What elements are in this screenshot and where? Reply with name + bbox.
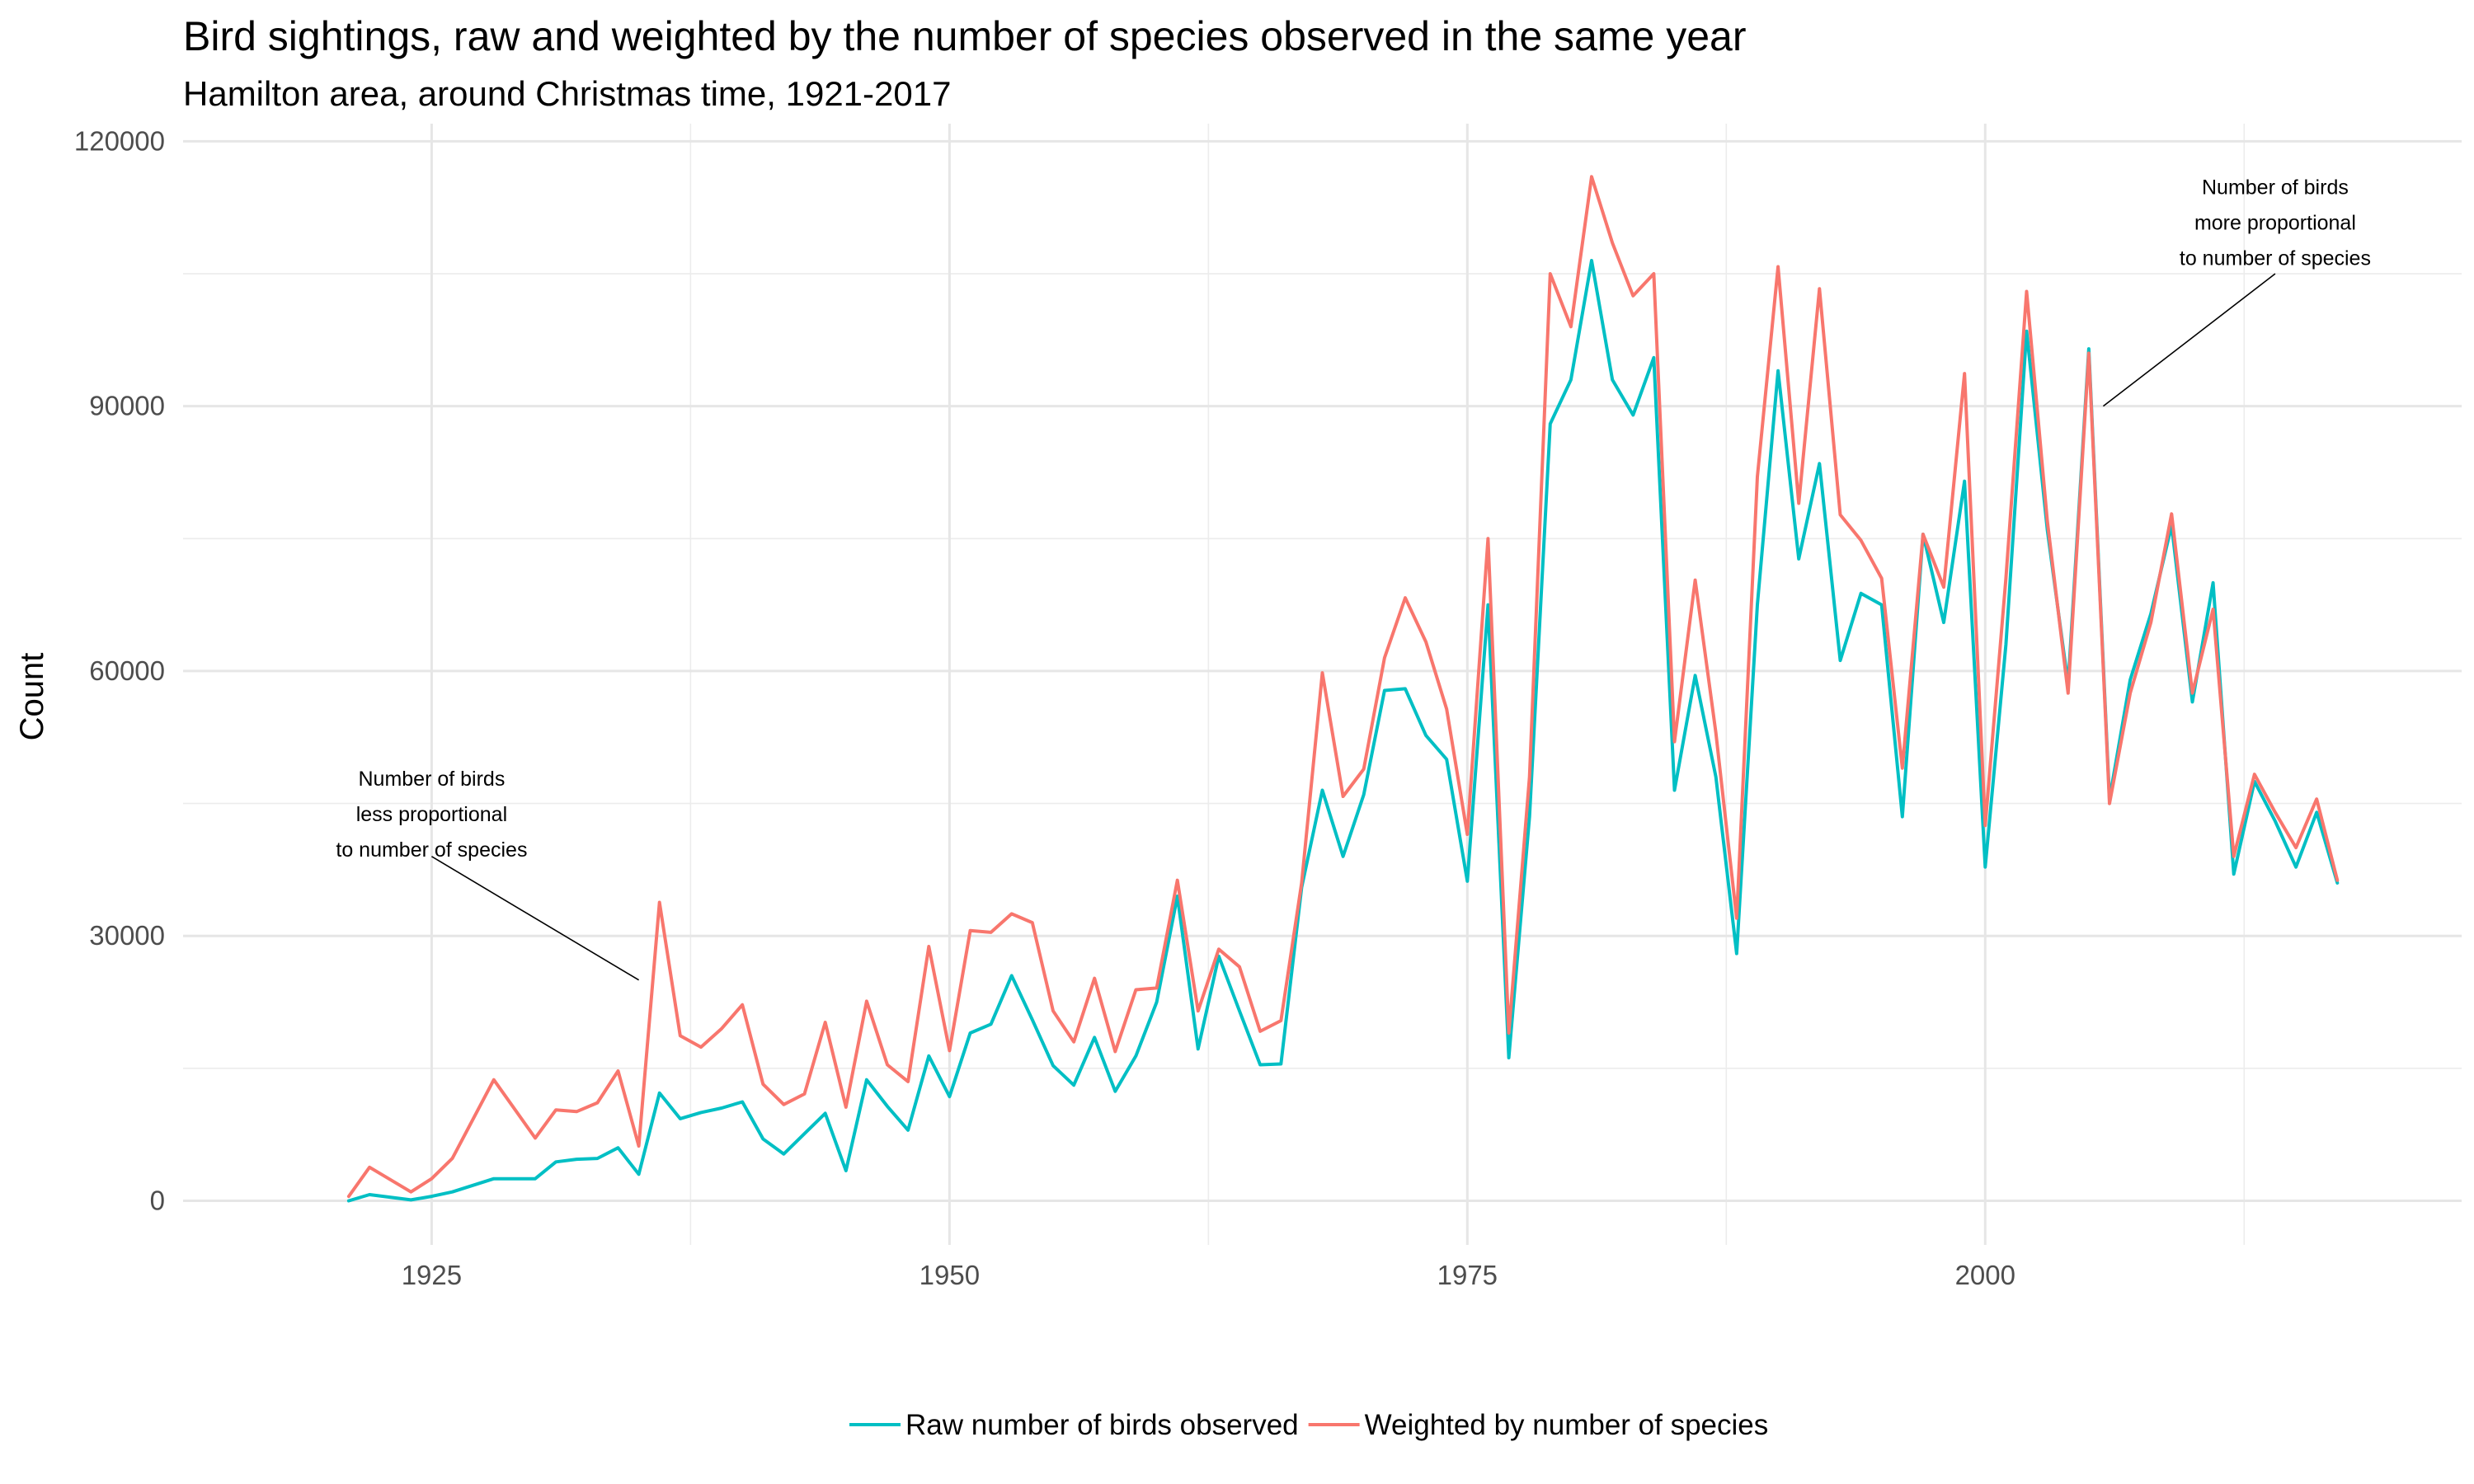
legend: Raw number of birds observed Weighted by … bbox=[849, 1409, 1768, 1441]
x-tick-label-0: 1925 bbox=[402, 1260, 462, 1290]
chart-subtitle: Hamilton area, around Christmas time, 19… bbox=[183, 74, 951, 113]
series-line-1 bbox=[346, 175, 2340, 1199]
annotation-0-pointer bbox=[431, 856, 640, 981]
y-axis-label: Count bbox=[14, 653, 50, 741]
x-tick-label-1: 1950 bbox=[920, 1260, 980, 1290]
y-tick-label-3: 90000 bbox=[89, 391, 165, 421]
grid bbox=[183, 124, 2462, 1245]
x-tick-label-2: 1975 bbox=[1437, 1260, 1498, 1290]
annotation-0-line-0: Number of birds bbox=[358, 768, 505, 791]
chart-title: Bird sightings, raw and weighted by the … bbox=[183, 13, 1746, 59]
series-group bbox=[346, 175, 2340, 1203]
y-axis: 0 30000 60000 90000 120000 bbox=[74, 125, 165, 1215]
annotation-1-line-1: more proportional bbox=[2194, 212, 2356, 235]
y-tick-label-0: 0 bbox=[150, 1185, 165, 1215]
y-tick-label-1: 30000 bbox=[89, 920, 165, 951]
annotation-0-line-1: less proportional bbox=[356, 803, 507, 826]
x-tick-label-3: 2000 bbox=[1955, 1260, 2015, 1290]
annotation-1-line-0: Number of birds bbox=[2202, 176, 2349, 200]
legend-label-1: Weighted by number of species bbox=[1365, 1409, 1769, 1441]
annotation-1-pointer bbox=[2102, 273, 2276, 407]
annotation-0-line-2: to number of species bbox=[336, 838, 527, 862]
annotations: Number of birds less proportional to numbe… bbox=[336, 176, 2371, 981]
annotation-1-line-2: to number of species bbox=[2180, 247, 2371, 270]
legend-label-0: Raw number of birds observed bbox=[905, 1409, 1299, 1441]
y-tick-label-2: 60000 bbox=[89, 655, 165, 686]
x-axis: 1925 1950 1975 2000 bbox=[402, 1260, 2015, 1290]
y-tick-label-4: 120000 bbox=[74, 125, 165, 156]
series-line-0 bbox=[346, 259, 2340, 1203]
